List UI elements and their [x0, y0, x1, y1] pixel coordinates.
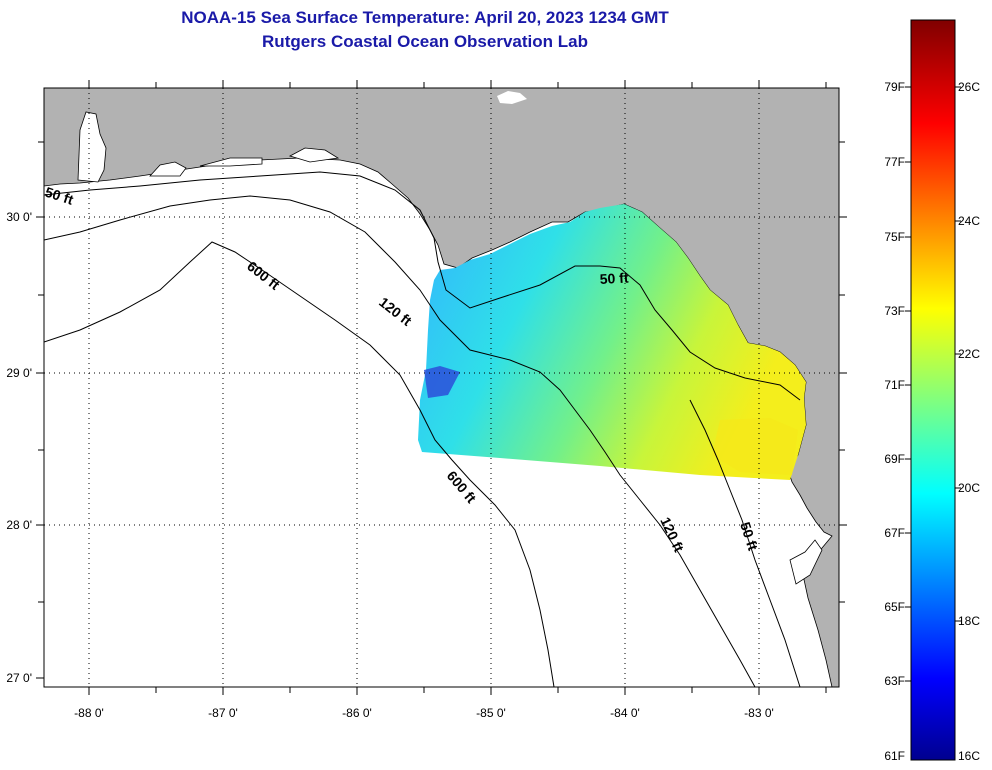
- bay-mobile: [77, 111, 107, 183]
- contour-50ft-west: [44, 171, 801, 401]
- map-subtitle: Rutgers Coastal Ocean Observation Lab: [262, 32, 588, 51]
- lat-label-28: 28 0': [6, 518, 32, 532]
- colorbar-label-67f: 67F: [884, 526, 905, 540]
- lat-label-27: 27 0': [6, 671, 32, 685]
- colorbar-ticks: [905, 86, 961, 682]
- sst-warm-patch: [712, 418, 798, 475]
- colorbar-label-79f: 79F: [884, 80, 905, 94]
- bay-pensacola: [149, 161, 187, 177]
- contour-600ft: [44, 241, 555, 687]
- colorbar-label-16c: 16C: [958, 749, 980, 763]
- colorbar-label-24c: 24C: [958, 214, 980, 228]
- bay-choctawhatchee: [199, 157, 263, 167]
- colorbar-label-26c: 26C: [958, 80, 980, 94]
- lake-north: [497, 91, 527, 104]
- contour-label-50ft-bigbend: 50 ft: [599, 269, 629, 287]
- sst-cold-patch: [424, 366, 460, 398]
- colorbar-label-73f: 73F: [884, 304, 905, 318]
- colorbar-label-22c: 22C: [958, 347, 980, 361]
- colorbar-label-77f: 77F: [884, 155, 905, 169]
- colorbar-label-18c: 18C: [958, 614, 980, 628]
- lon-label-85: -85 0': [476, 706, 506, 720]
- bay-st-andrews: [288, 147, 340, 163]
- lon-label-86: -86 0': [342, 706, 372, 720]
- lat-label-30: 30 0': [6, 210, 32, 224]
- colorbar-label-69f: 69F: [884, 452, 905, 466]
- axis-ticks: [36, 80, 847, 695]
- lat-label-29: 29 0': [6, 366, 32, 380]
- colorbar-label-61f: 61F: [884, 749, 905, 763]
- colorbar-label-71f: 71F: [884, 378, 905, 392]
- colorbar-label-65f: 65F: [884, 600, 905, 614]
- contour-50ft-south: [689, 399, 801, 687]
- colorbar-label-75f: 75F: [884, 230, 905, 244]
- lon-label-87: -87 0': [208, 706, 238, 720]
- colorbar: [910, 19, 956, 761]
- lon-label-88: -88 0': [74, 706, 104, 720]
- bay-tampa: [789, 539, 823, 585]
- colorbar-label-20c: 20C: [958, 481, 980, 495]
- colorbar-label-63f: 63F: [884, 674, 905, 688]
- sst-swath: [418, 204, 806, 480]
- lon-label-84: -84 0': [610, 706, 640, 720]
- map-border: [43, 87, 840, 688]
- map-title: NOAA-15 Sea Surface Temperature: April 2…: [181, 8, 669, 27]
- lon-label-83: -83 0': [744, 706, 774, 720]
